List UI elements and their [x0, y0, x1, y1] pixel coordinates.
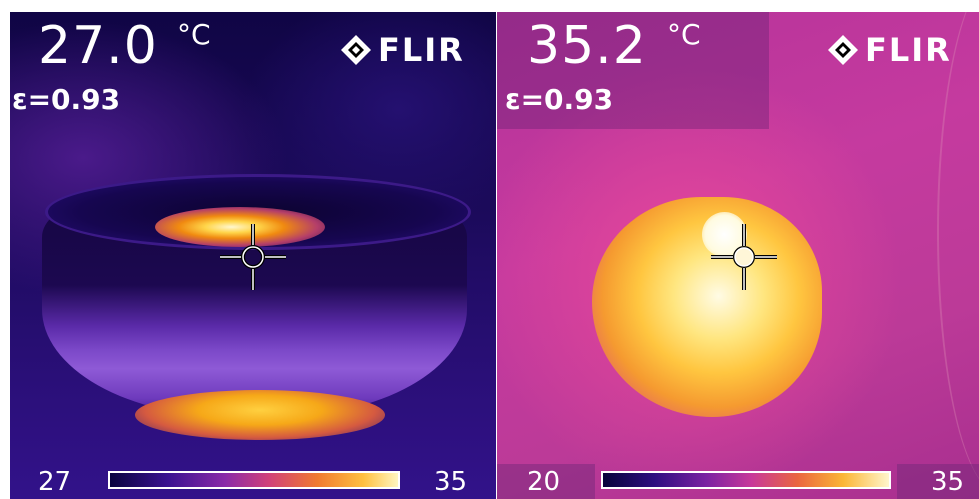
thermal-image-right: 35.2 °C ε=0.93 FLIR: [497, 12, 979, 499]
scale-max-label: 35: [434, 466, 467, 498]
temperature-scale: 20 35: [497, 464, 979, 499]
flir-logo: FLIR: [827, 28, 952, 72]
emissivity-readout: ε=0.93: [12, 82, 120, 118]
brand-name: FLIR: [865, 31, 952, 69]
scale-min-label: 20: [527, 466, 560, 498]
color-scale-bar: [601, 471, 891, 489]
brand-name: FLIR: [378, 31, 465, 69]
emissivity-readout: ε=0.93: [505, 82, 613, 118]
scale-min-label: 27: [38, 466, 71, 498]
crosshair-icon: [709, 222, 779, 292]
temperature-reading: 27.0: [38, 16, 158, 76]
bowl-base-glow: [135, 390, 385, 440]
thermal-image-left: 27.0 °C ε=0.93 FLIR: [10, 12, 496, 499]
temperature-scale: 27 35: [10, 464, 496, 499]
temperature-reading: 35.2: [527, 16, 647, 76]
temperature-unit: °C: [177, 18, 211, 52]
temperature-unit: °C: [667, 18, 701, 52]
flir-logo: FLIR: [340, 28, 465, 72]
crosshair-icon: [218, 222, 288, 292]
flir-logo-icon: [827, 34, 859, 66]
flir-logo-icon: [340, 34, 372, 66]
scale-max-label: 35: [931, 466, 964, 498]
color-scale-bar: [108, 471, 400, 489]
